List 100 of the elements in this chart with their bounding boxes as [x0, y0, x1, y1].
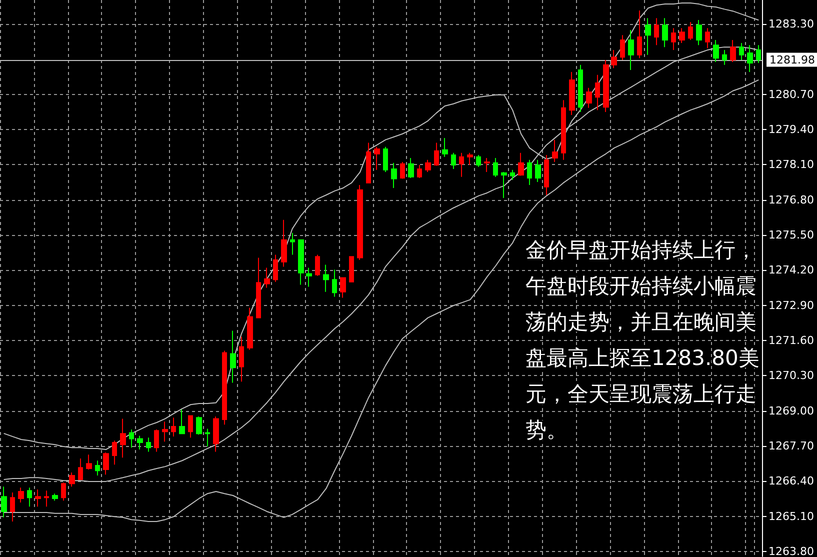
y-tick-label: 1265.10: [768, 510, 814, 523]
candlestick: [408, 157, 414, 178]
candlestick: [637, 10, 642, 59]
candlestick: [671, 28, 676, 51]
candlestick: [213, 416, 219, 452]
candlestick: [239, 336, 244, 382]
candlestick: [146, 437, 151, 452]
candlestick: [510, 169, 515, 180]
candlestick: [442, 137, 448, 158]
candlestick: [679, 28, 685, 44]
candlestick: [256, 257, 261, 318]
candlestick: [425, 159, 431, 173]
candlestick: [544, 154, 549, 196]
candlestick: [188, 415, 193, 438]
candlestick: [739, 42, 744, 61]
candlestick: [247, 307, 253, 350]
candlestick: [95, 460, 100, 476]
candlestick: [569, 71, 575, 116]
candlestick: [264, 267, 270, 288]
candlestick: [374, 146, 380, 170]
y-tick-label: 1272.90: [768, 298, 814, 312]
candlestick: [383, 146, 388, 173]
candlestick: [171, 417, 176, 438]
candlestick: [611, 50, 617, 69]
candlestick: [179, 409, 185, 434]
candlestick: [290, 232, 295, 256]
y-tick-label: 1275.50: [768, 228, 814, 242]
candlestick: [129, 429, 134, 448]
candlestick: [366, 142, 371, 184]
y-tick-label: 1280.70: [768, 88, 814, 101]
candlestick: [27, 487, 32, 508]
candlestick: [78, 458, 83, 480]
candlestick: [662, 18, 668, 48]
candlestick: [332, 269, 337, 298]
y-tick-label: 1283.30: [768, 18, 814, 31]
candlestick: [518, 152, 524, 176]
candlestick: [451, 152, 456, 170]
candlestick: [196, 416, 202, 436]
candlestick: [137, 435, 143, 450]
candlestick: [154, 429, 159, 452]
candlestick: [434, 142, 439, 166]
candlestick: [315, 254, 320, 276]
y-tick-label: 1279.40: [768, 123, 814, 136]
line-series: [4, 80, 759, 522]
annotation: 金价早盘开始持续上行，午盘时段开始持续小幅震荡的走势，并且在晚间美盘最高上探至1283.80美元，全天呈现震荡上行走势。: [526, 238, 760, 442]
y-tick-label: 1266.40: [768, 474, 814, 488]
candlestick: [535, 159, 541, 183]
candlestick: [112, 440, 117, 466]
candlestick: [459, 152, 464, 178]
candlestick: [298, 239, 304, 286]
candlestick: [1, 486, 7, 518]
candlestick: [628, 30, 634, 71]
candlestick: [578, 64, 583, 112]
candlestick: [120, 418, 126, 458]
candlestick: [476, 154, 481, 168]
y-tick-label: 1276.80: [768, 193, 814, 206]
candlestick: [705, 28, 710, 49]
candlestick: [527, 159, 532, 186]
candlestick: [222, 350, 227, 426]
candlestick: [603, 60, 609, 112]
y-tick-label: 1267.70: [768, 440, 814, 453]
candlestick: [561, 100, 566, 160]
candlestick: [273, 254, 278, 282]
candlestick: [620, 34, 625, 61]
candlestick: [357, 184, 363, 260]
candlestick: [162, 421, 168, 442]
candlestick: [747, 44, 753, 72]
candlestick: [61, 482, 66, 502]
candlestick: [86, 454, 92, 470]
candlestick: [552, 139, 558, 163]
candlestick: [281, 219, 287, 268]
candlestick: [484, 157, 490, 173]
y-tick-label: 1263.80: [768, 545, 814, 557]
candlestick: [595, 74, 600, 111]
candlestick: [756, 44, 761, 64]
y-tick-label: 1278.10: [768, 158, 814, 172]
candlestick: [35, 489, 41, 508]
candlestick: [417, 164, 422, 178]
y-tick-label: 1271.60: [768, 334, 814, 348]
y-tick-label: 1274.20: [768, 264, 814, 277]
candlestick: [44, 490, 49, 508]
candlestick: [349, 256, 354, 282]
candlestick: [52, 493, 58, 502]
candlestick: [467, 152, 473, 166]
candlestick: [730, 40, 736, 62]
candlestick: [391, 162, 397, 188]
candlestick: [493, 157, 498, 178]
candlestick: [654, 18, 659, 46]
candlestick: [10, 492, 15, 522]
candlestick: [103, 452, 109, 476]
ref-line-label: 1281.98: [770, 53, 816, 66]
candlestick: [713, 40, 719, 62]
candlestick: [688, 22, 693, 41]
candlestick: [340, 277, 346, 298]
candlestick: [306, 267, 312, 288]
candlestick: [205, 428, 210, 448]
candlestick: [696, 20, 702, 46]
candlestick: [501, 172, 507, 198]
candlestick: [69, 472, 75, 488]
y-tick-label: 1269.00: [768, 404, 814, 418]
